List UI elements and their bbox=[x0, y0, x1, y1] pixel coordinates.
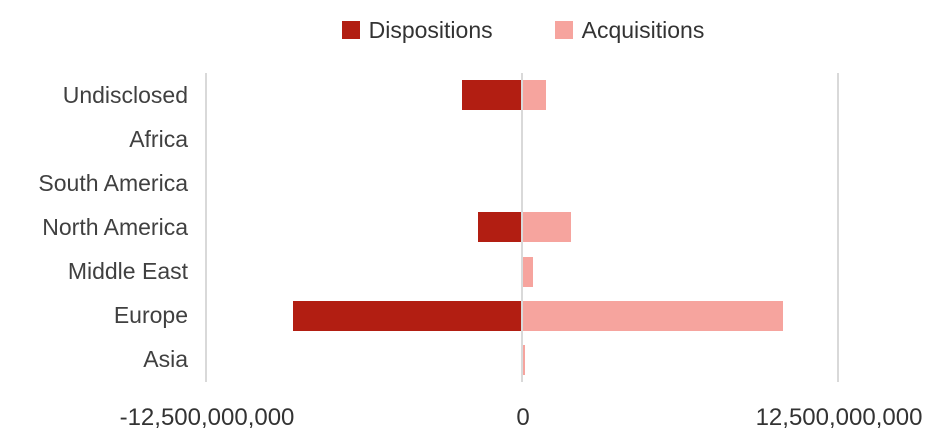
bar-row-south-america bbox=[207, 161, 839, 205]
gridline bbox=[205, 73, 207, 382]
x-tick-label: 0 bbox=[516, 404, 530, 431]
bar-acquisitions-undisclosed[interactable] bbox=[523, 80, 546, 111]
acquisitions-swatch-icon bbox=[554, 21, 573, 39]
category-label-middle-east: Middle East bbox=[67, 258, 188, 285]
bar-dispositions-north-america[interactable] bbox=[477, 212, 523, 243]
category-label-asia: Asia bbox=[143, 346, 188, 373]
bar-row-africa bbox=[207, 117, 839, 161]
x-tick-label: 12,500,000,000 bbox=[755, 404, 923, 431]
legend-label-dispositions: Dispositions bbox=[368, 16, 493, 43]
bar-acquisitions-north-america[interactable] bbox=[523, 212, 572, 243]
x-tick-label: -12,500,000,000 bbox=[119, 404, 295, 431]
category-axis: Undisclosed Africa South America North Amer… bbox=[0, 73, 188, 382]
legend-item-dispositions[interactable]: Dispositions bbox=[341, 16, 493, 44]
bar-rows bbox=[207, 73, 839, 382]
bar-row-undisclosed bbox=[207, 73, 839, 117]
legend-label-acquisitions: Acquisitions bbox=[581, 16, 705, 43]
bar-acquisitions-asia[interactable] bbox=[523, 344, 525, 375]
category-label-south-america: South America bbox=[38, 169, 188, 196]
bar-row-europe bbox=[207, 294, 839, 338]
gridline bbox=[837, 73, 839, 382]
legend: Dispositions Acquisitions bbox=[207, 14, 839, 46]
value-axis: -12,500,000,000 0 12,500,000,000 bbox=[120, 404, 923, 438]
bar-dispositions-undisclosed[interactable] bbox=[462, 80, 523, 111]
category-label-undisclosed: Undisclosed bbox=[62, 81, 188, 108]
bar-acquisitions-europe[interactable] bbox=[523, 300, 784, 331]
category-label-europe: Europe bbox=[113, 302, 188, 329]
bar-acquisitions-middle-east[interactable] bbox=[523, 256, 534, 287]
bar-dispositions-europe[interactable] bbox=[292, 300, 523, 331]
dispositions-swatch-icon bbox=[341, 21, 360, 39]
bar-row-asia bbox=[207, 338, 839, 382]
category-label-north-america: North America bbox=[42, 213, 188, 240]
plot-area bbox=[205, 73, 839, 382]
bar-row-north-america bbox=[207, 205, 839, 249]
category-label-africa: Africa bbox=[129, 125, 188, 152]
bar-row-middle-east bbox=[207, 250, 839, 294]
gridline bbox=[521, 73, 523, 382]
legend-item-acquisitions[interactable]: Acquisitions bbox=[554, 16, 705, 44]
